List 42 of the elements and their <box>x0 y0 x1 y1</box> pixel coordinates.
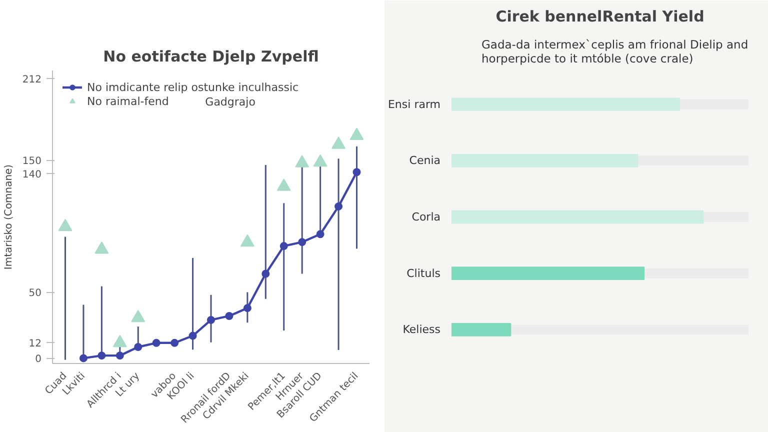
point <box>276 178 291 191</box>
y-tick-label: Ensi rarm <box>388 98 440 111</box>
annotation: Gadgrajo <box>205 96 256 108</box>
legend-label: No imdicante relip ostunke inculhassic <box>87 80 299 94</box>
y-tick-label: 50 <box>28 288 42 300</box>
y-tick-label: 150 <box>22 156 42 168</box>
y-tick-label: Cenia <box>409 154 440 168</box>
bar <box>452 322 512 336</box>
point <box>332 136 346 149</box>
chart-subtitle: Gada-da intermex`ceplis am frional Dielip and horperpicde to it mtóble (cove crale) <box>482 38 748 66</box>
point <box>243 304 252 312</box>
point <box>116 352 124 360</box>
point <box>134 343 142 351</box>
chart-title: No eotifacte Djelp Zvpelfl <box>103 48 319 66</box>
point <box>170 338 179 347</box>
point <box>79 354 88 362</box>
point <box>240 234 254 247</box>
point <box>280 242 288 250</box>
point <box>188 332 197 340</box>
y-tick-label: 0 <box>35 354 42 366</box>
chart-title: Cirek bennelRental Yield <box>496 8 704 26</box>
y-tick-label: 212 <box>22 74 42 86</box>
point <box>94 241 109 254</box>
point <box>295 155 310 168</box>
y-tick-label: 12 <box>28 338 42 350</box>
point <box>152 338 160 347</box>
legend-label: No raimal-fend <box>87 94 169 108</box>
point <box>298 238 306 246</box>
point <box>316 230 324 238</box>
y-axis-title: Imtarisko (Comnane) <box>3 164 14 270</box>
point <box>334 202 343 210</box>
point <box>207 316 215 324</box>
point <box>262 270 270 278</box>
point <box>313 154 328 167</box>
point <box>58 218 72 232</box>
y-tick-label: Keliess <box>402 323 441 336</box>
point <box>350 128 364 140</box>
y-tick-label: Corla <box>412 210 441 224</box>
point <box>225 312 234 320</box>
point <box>98 352 106 360</box>
y-tick-label: 140 <box>22 169 42 180</box>
y-tick-label: Clituls <box>406 266 441 280</box>
